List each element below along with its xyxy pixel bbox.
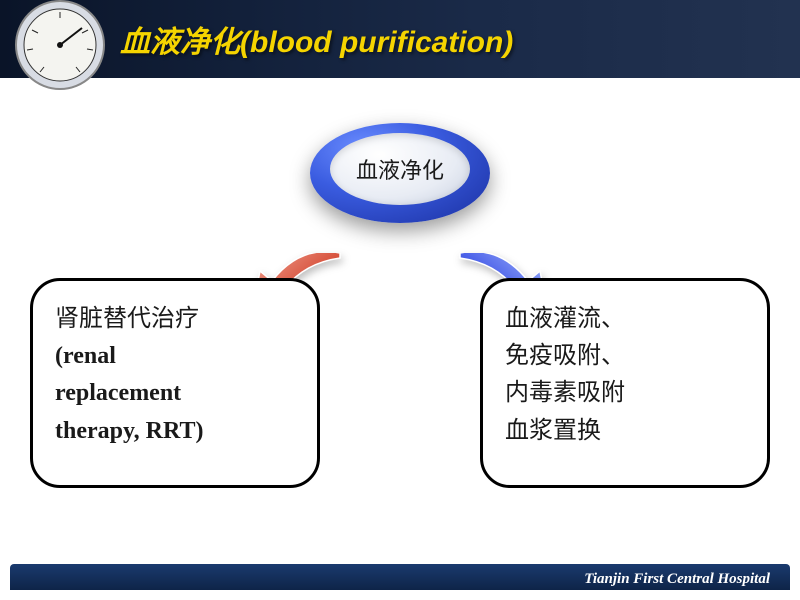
center-label: 血液净化 [356,153,444,185]
box-right-line1: 血液灌流、 [505,306,625,332]
slide-footer: Tianjin First Central Hospital [0,560,800,600]
box-left-line4: therapy, RRT) [55,418,204,444]
box-left-line2: (renal [55,343,116,369]
center-node: 血液净化 [310,113,490,223]
box-right: 血液灌流、 免疫吸附、 内毒素吸附 血浆置换 [480,278,770,488]
box-left: 肾脏替代治疗 (renal replacement therapy, RRT) [30,278,320,488]
slide-header: 血液净化(blood purification) [0,0,800,78]
center-ellipse-inner: 血液净化 [330,133,470,205]
box-left-line3: replacement [55,380,181,406]
diagram-area: 血液净化 肾脏替代治疗 (renal replacement th [0,78,800,548]
box-right-line3: 内毒素吸附 [505,380,625,406]
footer-text: Tianjin First Central Hospital [584,571,770,588]
slide-title: 血液净化(blood purification) [120,17,513,61]
box-right-line4: 血浆置换 [505,418,601,444]
box-right-text: 血液灌流、 免疫吸附、 内毒素吸附 血浆置换 [505,301,745,450]
box-right-line2: 免疫吸附、 [505,343,625,369]
box-left-line1: 肾脏替代治疗 [55,306,199,332]
gauge-icon [10,0,110,90]
box-left-text: 肾脏替代治疗 (renal replacement therapy, RRT) [55,301,295,450]
